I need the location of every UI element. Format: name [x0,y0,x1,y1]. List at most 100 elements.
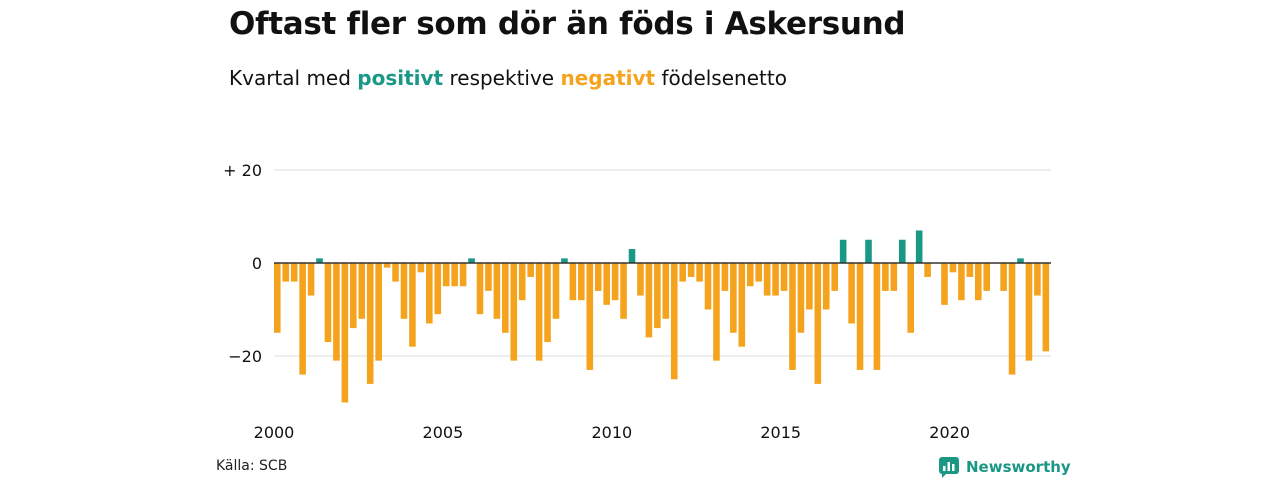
bar [535,263,543,361]
chart-subtitle: Kvartal med positivt respektive negativt… [229,66,787,90]
subtitle-suffix: födelsenetto [655,66,787,90]
bar [704,263,712,310]
bar [797,263,805,333]
bar [442,263,450,287]
bar [290,263,298,282]
bar [358,263,366,319]
x-tick-label: 2020 [929,423,970,442]
bar [949,263,957,273]
bar [696,263,703,282]
bar [721,263,729,291]
bar [730,263,737,333]
bar [780,263,788,291]
bar [1017,258,1024,263]
bar [400,263,408,319]
source-note: Källa: SCB [216,458,288,474]
bar [578,263,585,301]
bar [628,249,636,263]
chart-title: Oftast fler som dör än föds i Askersund [229,6,906,42]
bar [974,263,982,301]
bar [831,263,838,291]
bar [299,263,306,375]
bar [518,263,526,301]
bar [544,263,551,343]
bar [502,263,509,333]
subtitle-middle: respektive [443,66,561,90]
bar [459,263,467,287]
bar [822,263,830,310]
grid-lines [274,169,1051,357]
bar [654,263,661,329]
bar [772,263,779,296]
bar [375,263,382,361]
bar [451,263,458,287]
bar [282,263,290,282]
bar [645,263,653,338]
x-tick-label: 2010 [591,423,632,442]
bar [966,263,974,277]
bar [586,263,594,370]
bar [755,263,762,282]
bar [409,263,416,347]
bar [383,263,391,268]
bar [873,263,881,370]
y-tick-label: 0 [252,254,262,273]
bar [350,263,357,329]
bar [620,263,627,319]
bar [485,263,492,291]
bar [738,263,746,347]
bar [713,263,720,361]
bar [915,230,923,263]
bar [890,263,898,291]
x-tick-label: 2000 [254,423,295,442]
bar [898,239,906,263]
bar [366,263,374,384]
y-tick-label: −20 [228,347,262,366]
bar [552,263,560,319]
bar [476,263,484,315]
bar [493,263,501,319]
bar [882,263,889,291]
bar [924,263,931,277]
bar [839,239,847,263]
bar [687,263,695,277]
bar [806,263,813,310]
bar [746,263,754,287]
subtitle-prefix: Kvartal med [229,66,358,90]
bar [417,263,425,273]
newsworthy-logo-icon [939,457,959,478]
x-axis-ticks: 2000 2005 2010 2015 2020 [254,423,970,442]
bar [324,263,332,343]
bar [907,263,915,333]
bar [1000,263,1007,291]
bar [848,263,855,324]
subtitle-positive: positivt [357,66,444,90]
bar [611,263,619,301]
bar [392,263,399,282]
bar [1008,263,1016,375]
bar [510,263,518,361]
bar [763,263,771,296]
bar [637,263,644,296]
y-axis-ticks: + 20 0 −20 [223,161,262,366]
bar [426,263,433,324]
bar [958,263,965,301]
bar [941,263,948,305]
bar [865,239,872,263]
bars [274,230,1051,403]
bar [679,263,686,282]
bar [333,263,340,361]
subtitle-negative: negativt [560,66,656,90]
brand-logo: Newsworthy [938,456,1071,478]
bar [561,258,568,263]
bar [527,263,534,277]
bar [603,263,610,305]
bar [316,258,323,263]
brand-name: Newsworthy [966,458,1071,476]
bar [983,263,991,291]
bar [1025,263,1033,361]
bar [1034,263,1041,296]
bar [274,263,281,333]
bar [569,263,577,301]
